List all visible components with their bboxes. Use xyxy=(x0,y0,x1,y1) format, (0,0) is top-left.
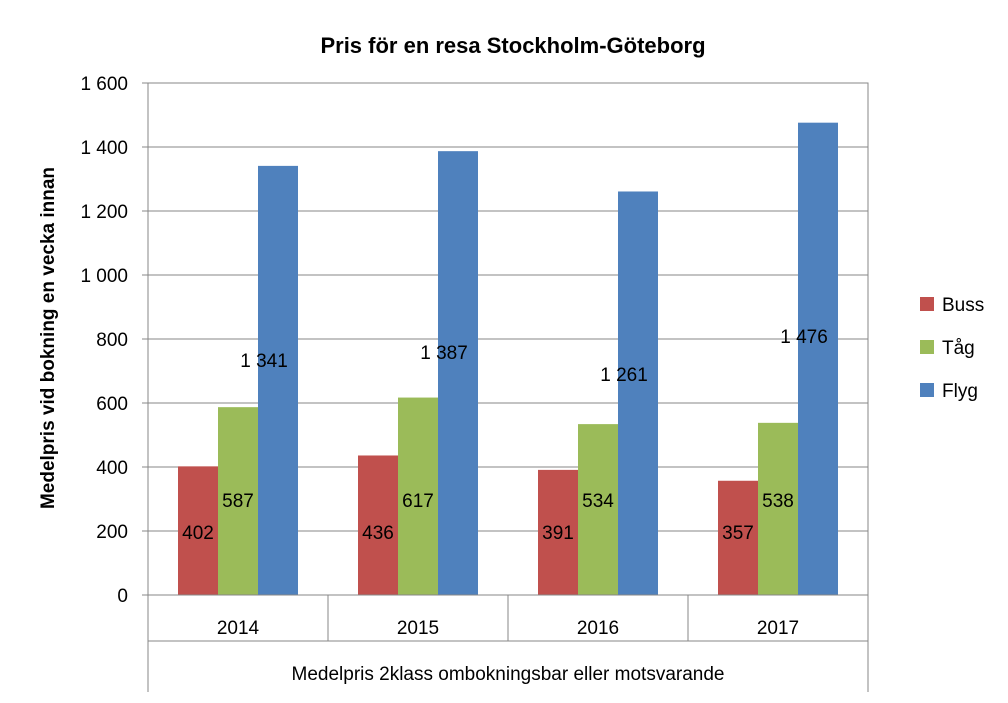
legend: Buss Tåg Flyg xyxy=(920,295,984,402)
data-label: 538 xyxy=(762,491,794,512)
data-label: 1 261 xyxy=(600,365,648,386)
bar-flyg-2014 xyxy=(258,165,298,595)
y-tick-label: 1 400 xyxy=(80,138,128,159)
y-tick-label: 800 xyxy=(96,330,128,351)
data-label: 1 341 xyxy=(240,351,288,372)
y-axis-label: Medelpris vid bokning en vecka innan xyxy=(38,167,59,509)
data-label: 587 xyxy=(222,491,254,512)
data-label: 1 387 xyxy=(420,343,468,364)
x-tick-label: 2015 xyxy=(397,618,439,639)
data-label: 357 xyxy=(722,523,754,544)
bar-flyg-2016 xyxy=(618,191,658,596)
x-tick-label: 2017 xyxy=(757,618,799,639)
bar-t-g-2015 xyxy=(398,397,438,595)
data-label: 617 xyxy=(402,491,434,512)
y-tick-label: 1 200 xyxy=(80,202,128,223)
bar-flyg-2015 xyxy=(438,151,478,595)
data-label: 436 xyxy=(362,523,394,544)
x-tick-label: 2014 xyxy=(217,618,260,639)
x-axis-label: Medelpris 2klass ombokningsbar eller mot… xyxy=(292,664,725,685)
bar-t-g-2014 xyxy=(218,407,258,595)
legend-swatch xyxy=(920,383,934,397)
y-tick-label: 1 600 xyxy=(80,74,128,95)
legend-label: Buss xyxy=(942,295,984,316)
legend-swatch xyxy=(920,340,934,354)
y-tick-label: 400 xyxy=(96,458,128,479)
legend-label: Tåg xyxy=(942,338,975,359)
data-label: 402 xyxy=(182,523,214,544)
bar-flyg-2017 xyxy=(798,122,838,596)
data-label: 1 476 xyxy=(780,327,828,348)
data-label: 391 xyxy=(542,523,574,544)
bar-buss-2014 xyxy=(178,466,218,595)
bar-t-g-2017 xyxy=(758,422,798,595)
data-labels: 402 436 391 357 587 617 534 538 1 341 1 387 1 261 1… xyxy=(182,327,828,544)
bar-t-g-2016 xyxy=(578,424,618,595)
y-tick-label: 1 000 xyxy=(80,266,128,287)
data-label: 534 xyxy=(582,491,614,512)
legend-swatch xyxy=(920,297,934,311)
axes: 0 200 400 600 800 1 000 1 200 1 400 1 600 2014 201… xyxy=(80,74,869,692)
bars xyxy=(178,122,838,596)
y-tick-label: 0 xyxy=(117,586,128,607)
y-tick-label: 600 xyxy=(96,394,128,415)
bar-buss-2015 xyxy=(358,455,398,595)
y-tick-label: 200 xyxy=(96,522,128,543)
bar-buss-2017 xyxy=(718,480,758,595)
x-tick-label: 2016 xyxy=(577,618,619,639)
chart-title: Pris för en resa Stockholm-Göteborg xyxy=(320,33,705,58)
bar-buss-2016 xyxy=(538,469,578,595)
legend-label: Flyg xyxy=(942,381,978,402)
